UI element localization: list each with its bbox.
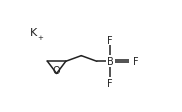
Text: F: F — [107, 35, 113, 45]
Text: F: F — [107, 78, 113, 88]
Text: O: O — [53, 65, 60, 75]
Text: B: B — [107, 57, 114, 67]
Text: +: + — [38, 35, 44, 41]
Text: K: K — [30, 27, 37, 37]
Text: F: F — [133, 57, 139, 67]
